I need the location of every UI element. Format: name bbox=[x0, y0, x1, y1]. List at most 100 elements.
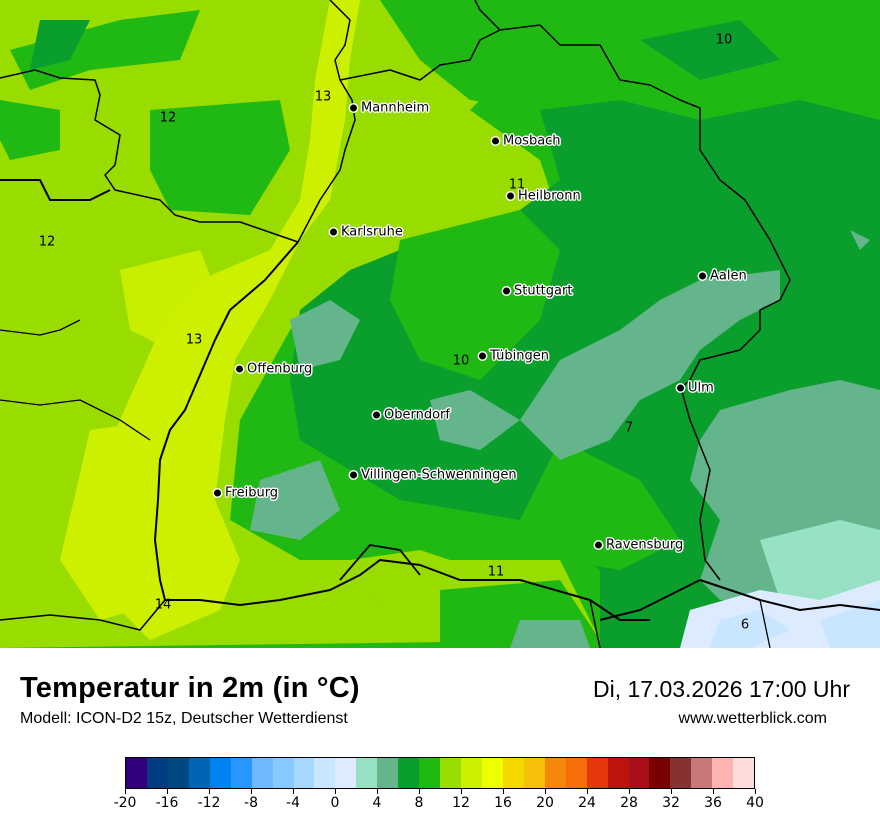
colorbar-segment bbox=[461, 758, 482, 788]
colorbar-segment bbox=[691, 758, 713, 788]
city-label: Mannheim bbox=[361, 100, 430, 116]
tick-label: 24 bbox=[578, 795, 596, 811]
contour-label: 6 bbox=[740, 617, 750, 633]
tick-mark bbox=[292, 789, 294, 794]
tick-label: 12 bbox=[452, 795, 470, 811]
tick-mark bbox=[628, 789, 630, 794]
colorbar-segment bbox=[126, 758, 147, 788]
colorbar-segment bbox=[733, 758, 755, 788]
colorbar-segment bbox=[398, 758, 420, 788]
city-label: Villingen-Schwenningen bbox=[361, 467, 517, 483]
city-marker: Ravensburg bbox=[595, 538, 683, 553]
tick-label: 32 bbox=[662, 795, 680, 811]
city-marker: Oberndorf bbox=[373, 408, 450, 423]
tick-mark bbox=[754, 789, 756, 794]
contour-label: 14 bbox=[154, 597, 172, 613]
city-dot-icon bbox=[503, 287, 510, 295]
city-dot-icon bbox=[677, 384, 684, 392]
tick-mark bbox=[712, 789, 714, 794]
city-label: Heilbronn bbox=[518, 188, 581, 204]
tick-mark bbox=[670, 789, 672, 794]
tick-mark bbox=[124, 789, 126, 794]
temperature-map[interactable]: 10 13 12 11 12 13 10 7 11 14 6 Mannheim Mosbach Heil… bbox=[0, 0, 880, 648]
contour-label: 12 bbox=[38, 234, 56, 250]
colorbar-segment bbox=[440, 758, 461, 788]
city-dot-icon bbox=[595, 541, 602, 549]
city-label: Freiburg bbox=[225, 485, 279, 501]
city-label: Aalen bbox=[710, 268, 747, 284]
tick-label: 16 bbox=[494, 795, 512, 811]
colorbar-segment bbox=[649, 758, 671, 788]
tick-label: -4 bbox=[286, 795, 300, 811]
city-label: Tübingen bbox=[490, 348, 549, 364]
tick-label: 36 bbox=[704, 795, 722, 811]
city-marker: Villingen-Schwenningen bbox=[350, 468, 517, 483]
colorbar-segment bbox=[167, 758, 189, 788]
contour-label: 10 bbox=[715, 32, 733, 48]
tick-label: -16 bbox=[155, 795, 179, 811]
city-marker: Freiburg bbox=[214, 486, 278, 501]
model-source: Modell: ICON-D2 15z, Deutscher Wetterdie… bbox=[20, 710, 348, 727]
city-marker: Tübingen bbox=[479, 349, 549, 364]
city-label: Offenburg bbox=[247, 361, 313, 377]
tick-mark bbox=[334, 789, 336, 794]
contour-label: 7 bbox=[624, 420, 634, 436]
city-dot-icon bbox=[214, 489, 221, 497]
colorbar-segment bbox=[335, 758, 357, 788]
tick-mark bbox=[208, 789, 210, 794]
colorbar-segment bbox=[607, 758, 629, 788]
city-dot-icon bbox=[507, 192, 514, 200]
colorbar-segment bbox=[209, 758, 231, 788]
website-link[interactable]: www.wetterblick.com bbox=[678, 710, 827, 727]
temperature-field bbox=[0, 0, 880, 648]
city-marker: Karlsruhe bbox=[330, 225, 403, 240]
colorbar-segment bbox=[628, 758, 650, 788]
temperature-colorbar bbox=[125, 757, 755, 789]
tick-label: -8 bbox=[244, 795, 258, 811]
city-dot-icon bbox=[350, 471, 357, 479]
tick-label: -20 bbox=[113, 795, 137, 811]
city-dot-icon bbox=[330, 228, 337, 236]
city-dot-icon bbox=[350, 104, 357, 112]
tick-label: 4 bbox=[372, 795, 382, 811]
colorbar-segment bbox=[670, 758, 692, 788]
city-dot-icon bbox=[373, 411, 380, 419]
tick-mark bbox=[586, 789, 588, 794]
city-marker: Aalen bbox=[699, 269, 747, 284]
tick-mark bbox=[250, 789, 252, 794]
colorbar-segment bbox=[712, 758, 734, 788]
city-label: Karlsruhe bbox=[341, 224, 403, 240]
city-marker: Stuttgart bbox=[503, 284, 572, 299]
city-dot-icon bbox=[699, 272, 706, 280]
contour-label: 12 bbox=[159, 110, 177, 126]
colorbar-segment bbox=[188, 758, 210, 788]
city-dot-icon bbox=[236, 365, 243, 373]
colorbar-ticks: -20 -16 -12 -8 -4 0 4 8 12 16 20 24 28 32 36 40 bbox=[114, 789, 764, 819]
city-dot-icon bbox=[492, 137, 499, 145]
city-label: Ulm bbox=[688, 380, 714, 396]
colorbar-segment bbox=[314, 758, 336, 788]
tick-label: 20 bbox=[536, 795, 554, 811]
tick-label: 0 bbox=[330, 795, 340, 811]
contour-label: 13 bbox=[185, 332, 203, 348]
city-dot-icon bbox=[479, 352, 486, 360]
colorbar-segment bbox=[356, 758, 378, 788]
city-marker: Offenburg bbox=[236, 362, 312, 377]
colorbar-segment bbox=[230, 758, 252, 788]
contour-label: 10 bbox=[452, 353, 470, 369]
city-marker: Mannheim bbox=[350, 101, 429, 116]
city-marker: Heilbronn bbox=[507, 189, 581, 204]
colorbar-segment bbox=[502, 758, 524, 788]
tick-label: 28 bbox=[620, 795, 638, 811]
colorbar-segment bbox=[586, 758, 608, 788]
contour-label: 11 bbox=[508, 177, 526, 193]
tick-mark bbox=[502, 789, 504, 794]
contour-label: 13 bbox=[314, 89, 332, 105]
city-label: Ravensburg bbox=[606, 537, 684, 553]
colorbar-segment bbox=[544, 758, 566, 788]
tick-label: 40 bbox=[746, 795, 764, 811]
colorbar-segment bbox=[377, 758, 399, 788]
city-marker: Mosbach bbox=[492, 134, 561, 149]
colorbar-segment bbox=[251, 758, 273, 788]
tick-mark bbox=[460, 789, 462, 794]
